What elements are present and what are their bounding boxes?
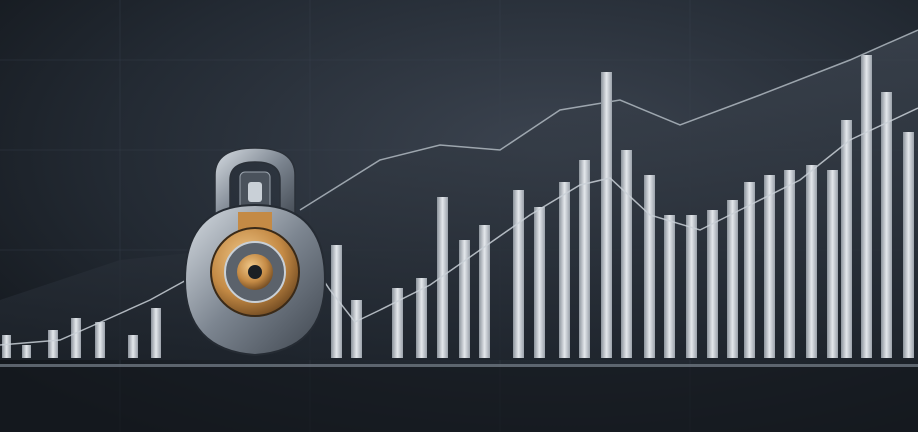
bar (881, 92, 892, 358)
bar (479, 225, 490, 358)
bar (22, 345, 31, 358)
bar (459, 240, 470, 358)
bar (621, 150, 632, 358)
bar (744, 182, 755, 358)
lower-line (0, 107, 918, 346)
bar (644, 175, 655, 358)
latch-slot (248, 182, 262, 202)
bar (579, 160, 590, 358)
bar (151, 308, 161, 358)
bar (331, 245, 342, 358)
bar (71, 318, 81, 358)
padlock (183, 147, 327, 357)
floor (0, 367, 918, 432)
bar (513, 190, 524, 358)
bar (559, 182, 570, 358)
floor-line (0, 364, 918, 367)
bar (827, 170, 838, 358)
bar (727, 200, 738, 358)
bar (351, 300, 362, 358)
bar (437, 197, 448, 358)
bars (2, 55, 914, 358)
bar (2, 335, 11, 358)
bar (861, 55, 872, 358)
bar (392, 288, 403, 358)
bar (601, 72, 612, 358)
bar (534, 207, 545, 358)
bar (128, 335, 138, 358)
keyhole (248, 265, 262, 279)
bar (841, 120, 852, 358)
bar (806, 165, 817, 358)
bar (664, 215, 675, 358)
bar (784, 170, 795, 358)
bar (416, 278, 427, 358)
bar (48, 330, 58, 358)
bar (903, 132, 914, 358)
bar (95, 322, 105, 358)
bar (764, 175, 775, 358)
upper-line (299, 29, 918, 211)
bar (707, 210, 718, 358)
bar (686, 215, 697, 358)
